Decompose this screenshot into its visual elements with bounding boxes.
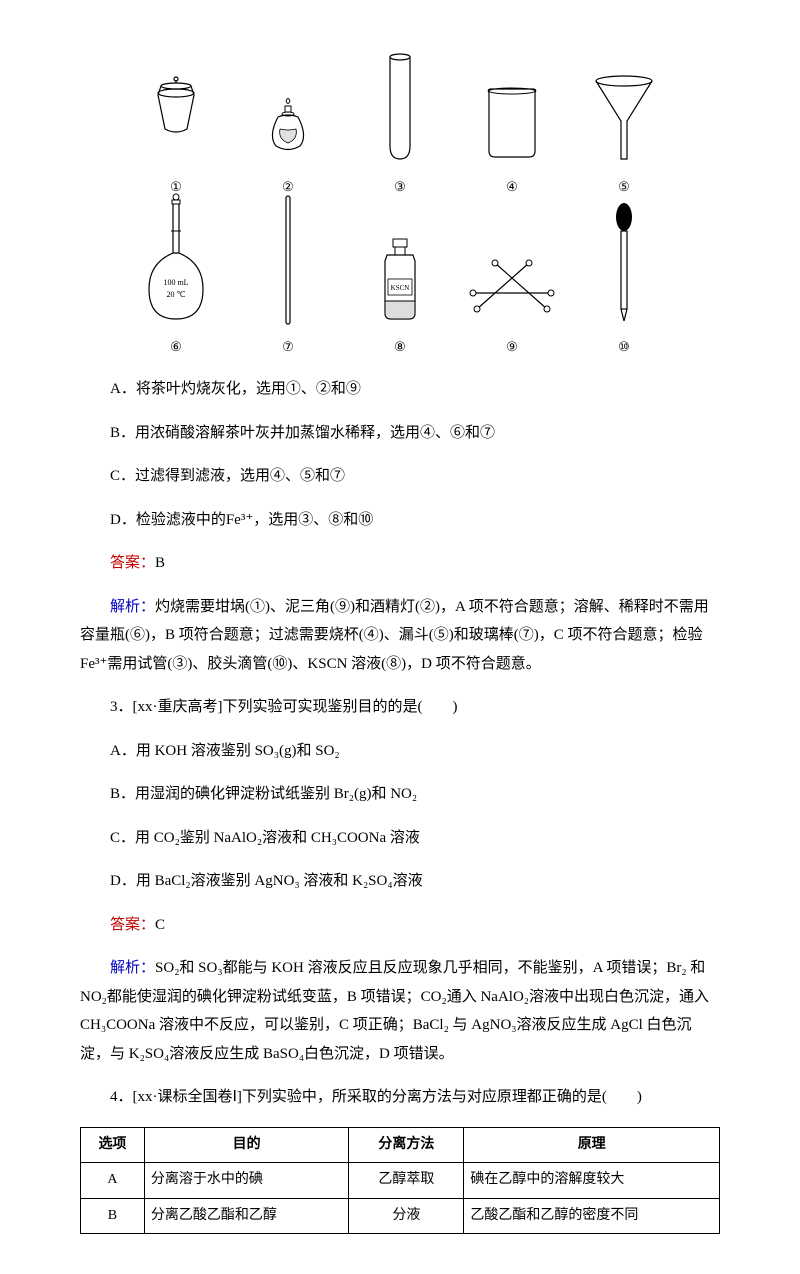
funnel-icon [589,71,659,171]
option-b: B．用浓硝酸溶解茶叶灰并加蒸馏水稀释，选用④、⑥和⑦ [80,419,720,448]
flask-text-1: 100 mL [163,278,188,287]
answer3-label: 答案： [110,917,155,933]
q4-b-c3: 分液 [349,1198,464,1234]
apparatus-label-10: ⑩ [618,335,630,360]
q4-h4: 原理 [464,1127,720,1163]
q4-a-c2: 分离溶于水中的碘 [144,1163,348,1199]
apparatus-glass-rod: ⑦ [243,191,333,360]
apparatus-beaker: ④ [467,81,557,200]
q3-stem: 3．[xx·重庆高考]下列实验可实现鉴别目的的是( ) [80,693,720,722]
explain-3: 解析：SO₂和 SO₃都能与 KOH 溶液反应且反应现象几乎相同，不能鉴别，A … [80,954,720,1068]
q3-d: D．用 BaCl₂溶液鉴别 AgNO₃ 溶液和 K₂SO₄溶液 [80,867,720,896]
option-c: C．过滤得到滤液，选用④、⑤和⑦ [80,462,720,491]
q4-b-c2: 分离乙酸乙酯和乙醇 [144,1198,348,1234]
reagent-bottle-label: KSCN [391,284,410,292]
q4-a-c4: 碘在乙醇中的溶解度较大 [464,1163,720,1199]
answer1-label: 答案： [110,555,155,571]
q4-b-c4: 乙酸乙酯和乙醇的密度不同 [464,1198,720,1234]
apparatus-label-6: ⑥ [170,335,182,360]
flask-text-2: 20 ℃ [167,290,186,299]
apparatus-row-top: ① ② ③ ④ ⑤ [120,50,680,200]
volumetric-flask-icon: 100 mL 20 ℃ [141,191,211,331]
q3-b: B．用湿润的碘化钾淀粉试纸鉴别 Br₂(g)和 NO₂ [80,780,720,809]
apparatus-crucible: ① [131,71,221,200]
explain1-label: 解析： [110,599,155,615]
reagent-bottle-icon: KSCN [375,231,425,331]
q4-h2: 目的 [144,1127,348,1163]
apparatus-volumetric-flask: 100 mL 20 ℃ ⑥ [131,191,221,360]
table-row: A 分离溶于水中的碘 乙醇萃取 碘在乙醇中的溶解度较大 [81,1163,720,1199]
apparatus-reagent-bottle: KSCN ⑧ [355,231,445,360]
apparatus-clay-triangle: ⑨ [467,251,557,360]
answer-3: 答案：C [80,911,720,940]
answer-1: 答案：B [80,549,720,578]
apparatus-label-3: ③ [394,175,406,200]
apparatus-label-7: ⑦ [282,335,294,360]
table-header-row: 选项 目的 分离方法 原理 [81,1127,720,1163]
q3-c: C．用 CO₂鉴别 NaAlO₂溶液和 CH₃COONa 溶液 [80,824,720,853]
glass-rod-icon [278,191,298,331]
apparatus-alcohol-lamp: ② [243,91,333,200]
q4-h1: 选项 [81,1127,145,1163]
option-a: A．将茶叶灼烧灰化，选用①、②和⑨ [80,375,720,404]
q3-a: A．用 KOH 溶液鉴别 SO₃(g)和 SO₂ [80,737,720,766]
apparatus-label-8: ⑧ [394,335,406,360]
apparatus-test-tube: ③ [355,51,445,200]
q4-stem: 4．[xx·课标全国卷Ⅰ]下列实验中，所采取的分离方法与对应原理都正确的是( ) [80,1083,720,1112]
crucible-icon [146,71,206,171]
beaker-icon [477,81,547,171]
explain3-text: SO₂和 SO₃都能与 KOH 溶液反应且反应现象几乎相同，不能鉴别，A 项错误… [80,960,709,1062]
answer1-value: B [155,555,165,571]
clay-triangle-icon [467,251,557,331]
apparatus-row-bottom: 100 mL 20 ℃ ⑥ ⑦ KSCN ⑧ [120,210,680,360]
q4-a-c3: 乙醇萃取 [349,1163,464,1199]
q4-table: 选项 目的 分离方法 原理 A 分离溶于水中的碘 乙醇萃取 碘在乙醇中的溶解度较… [80,1127,720,1235]
test-tube-icon [380,51,420,171]
q4-b-c1: B [81,1198,145,1234]
q4-h3: 分离方法 [349,1127,464,1163]
dropper-icon [609,201,639,331]
alcohol-lamp-icon [258,91,318,171]
apparatus-funnel: ⑤ [579,71,669,200]
apparatus-label-4: ④ [506,175,518,200]
answer3-value: C [155,917,165,933]
explain3-label: 解析： [110,960,155,976]
q4-a-c1: A [81,1163,145,1199]
apparatus-dropper: ⑩ [579,201,669,360]
table-row: B 分离乙酸乙酯和乙醇 分液 乙酸乙酯和乙醇的密度不同 [81,1198,720,1234]
explain1-text: 灼烧需要坩埚(①)、泥三角(⑨)和酒精灯(②)，A 项不符合题意；溶解、稀释时不… [80,599,709,672]
apparatus-label-9: ⑨ [506,335,518,360]
option-d: D．检验滤液中的Fe³⁺，选用③、⑧和⑩ [80,506,720,535]
explain-1: 解析：灼烧需要坩埚(①)、泥三角(⑨)和酒精灯(②)，A 项不符合题意；溶解、稀… [80,593,720,679]
apparatus-label-5: ⑤ [618,175,630,200]
